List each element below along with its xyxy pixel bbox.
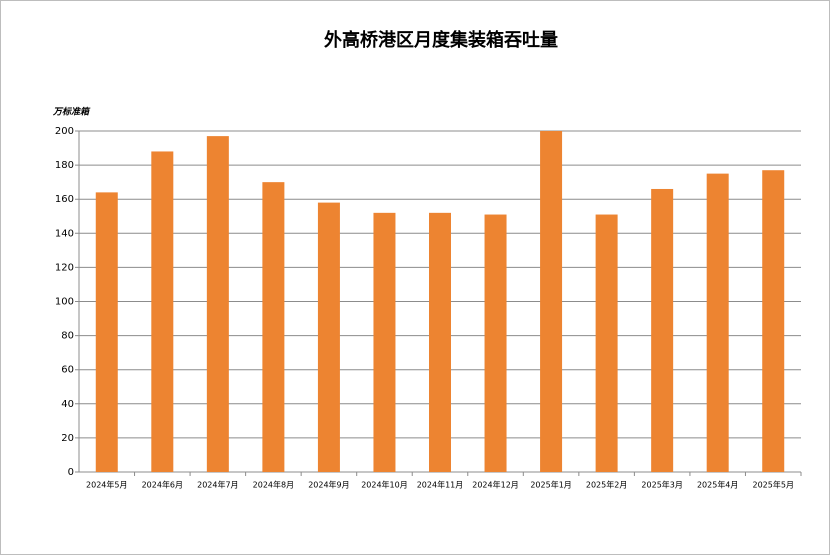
x-tick-label: 2025年1月 bbox=[530, 480, 571, 490]
y-tick-label: 60 bbox=[61, 365, 74, 376]
x-tick-label: 2024年8月 bbox=[253, 480, 294, 490]
y-tick-label: 180 bbox=[55, 160, 74, 171]
y-tick-label: 200 bbox=[55, 126, 74, 137]
bar bbox=[651, 188, 674, 472]
x-tick-label: 2024年11月 bbox=[417, 480, 464, 490]
bar bbox=[762, 170, 785, 472]
y-tick-label: 160 bbox=[55, 194, 74, 205]
x-tick-label: 2024年10月 bbox=[361, 480, 408, 490]
x-tick-label: 2025年4月 bbox=[697, 480, 738, 490]
bar bbox=[540, 131, 563, 472]
x-tick-label: 2024年5月 bbox=[86, 480, 127, 490]
x-tick-label: 2024年12月 bbox=[472, 480, 519, 490]
x-tick-label: 2024年9月 bbox=[308, 480, 349, 490]
y-tick-label: 20 bbox=[61, 433, 74, 444]
bar bbox=[429, 212, 451, 472]
y-tick-label: 40 bbox=[61, 399, 74, 410]
bar bbox=[95, 192, 118, 472]
bar bbox=[595, 214, 618, 473]
x-tick-label: 2025年2月 bbox=[586, 480, 627, 490]
bar bbox=[206, 136, 229, 473]
bar bbox=[706, 173, 729, 472]
y-tick-label: 120 bbox=[55, 262, 74, 273]
y-tick-label: 140 bbox=[55, 228, 74, 239]
chart-title: 外高桥港区月度集装箱吞吐量 bbox=[324, 29, 558, 51]
y-axis-label: 万标准箱 bbox=[52, 107, 91, 118]
bar bbox=[484, 214, 507, 473]
y-tick-label: 100 bbox=[55, 297, 74, 308]
bar bbox=[373, 212, 396, 472]
bar bbox=[317, 202, 340, 473]
x-tick-label: 2025年3月 bbox=[641, 480, 682, 490]
x-tick-label: 2024年7月 bbox=[197, 480, 238, 490]
x-tick-label: 2025年5月 bbox=[753, 480, 794, 490]
x-tick-label: 2024年6月 bbox=[142, 480, 183, 490]
bar bbox=[151, 151, 174, 472]
y-tick-label: 0 bbox=[68, 467, 74, 478]
y-tick-label: 80 bbox=[61, 331, 74, 342]
bar bbox=[262, 182, 285, 472]
